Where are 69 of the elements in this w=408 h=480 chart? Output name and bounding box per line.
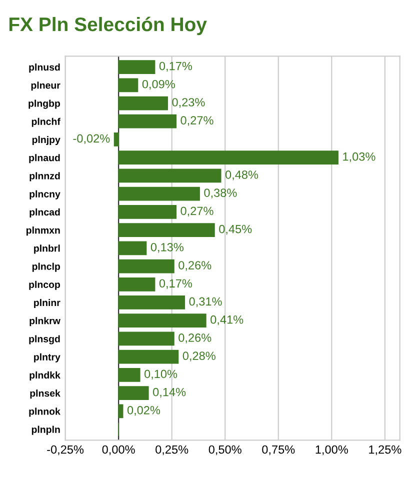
data-label: 0,31% xyxy=(189,297,222,308)
chart-title: FX Pln Selección Hoy xyxy=(9,16,207,36)
data-label: 0,28% xyxy=(182,352,216,362)
data-label: 0,14% xyxy=(153,388,186,398)
y-tick-label: plnusd xyxy=(29,64,60,73)
data-label: 0,45% xyxy=(219,224,252,235)
data-label: 0,17% xyxy=(159,279,192,289)
y-tick-label: plnkrw xyxy=(30,317,60,326)
bar xyxy=(118,386,149,400)
y-tick-label: plncny xyxy=(30,190,60,200)
bar xyxy=(118,204,177,219)
bar xyxy=(118,150,338,165)
x-tick-label: 1,25% xyxy=(369,445,402,456)
bar xyxy=(118,114,177,128)
y-tick-label: plnjpy xyxy=(32,136,60,146)
y-tick-label: plnbrl xyxy=(34,244,60,254)
y-tick-label: plnmxn xyxy=(26,226,60,236)
bar xyxy=(118,78,138,92)
bar xyxy=(118,60,156,74)
data-label: 0,26% xyxy=(178,261,212,271)
bar xyxy=(118,241,147,256)
data-label: 0,10% xyxy=(144,370,178,380)
y-tick-label: plngbp xyxy=(28,100,60,109)
bar xyxy=(118,223,215,237)
y-tick-label: plntry xyxy=(34,353,60,362)
y-tick-label: plnsgd xyxy=(29,335,60,344)
y-tick-label: plnnok xyxy=(29,408,60,417)
x-tick-label: 0,75% xyxy=(262,445,295,456)
bar xyxy=(118,296,186,310)
data-label: 0,09% xyxy=(142,80,175,90)
bar xyxy=(118,277,156,292)
data-label: 0,41% xyxy=(210,315,244,326)
y-tick-label: plneur xyxy=(31,82,60,91)
data-label: 0,02% xyxy=(127,406,160,416)
data-label: 0,26% xyxy=(178,334,212,344)
bar xyxy=(118,404,124,418)
data-label: 0,48% xyxy=(225,170,258,180)
data-label: -0,02% xyxy=(73,134,110,144)
bar xyxy=(118,314,206,328)
bar xyxy=(118,96,168,110)
y-tick-label: plnnzd xyxy=(30,172,60,182)
data-label: 1,03% xyxy=(343,152,376,162)
x-tick-label: 1,00% xyxy=(316,445,348,456)
bar xyxy=(118,259,174,274)
x-tick-label: 0,50% xyxy=(208,445,242,456)
y-tick-label: plninr xyxy=(34,298,60,308)
bar xyxy=(118,186,200,201)
bar xyxy=(118,350,179,364)
bar xyxy=(118,368,140,382)
bar xyxy=(118,168,222,183)
y-tick-label: plnpln xyxy=(32,426,60,435)
y-tick-label: plnchf xyxy=(32,118,60,127)
x-tick-label: -0,25% xyxy=(47,445,84,456)
y-tick-label: plnaud xyxy=(29,154,60,164)
x-tick-label: 0,00% xyxy=(102,445,135,456)
data-label: 0,13% xyxy=(150,242,184,253)
y-tick-label: plncop xyxy=(29,280,60,290)
data-label: 0,23% xyxy=(172,98,205,108)
y-tick-label: plnsek xyxy=(30,390,60,399)
data-label: 0,17% xyxy=(159,62,192,72)
bar xyxy=(118,332,174,346)
data-label: 0,27% xyxy=(180,206,214,216)
x-tick-label: 0,25% xyxy=(156,445,188,456)
data-label: 0,38% xyxy=(204,188,237,198)
y-tick-label: plndkk xyxy=(30,371,60,380)
bar xyxy=(114,132,119,146)
data-label: 0,27% xyxy=(180,116,214,126)
y-tick-label: plnclp xyxy=(32,262,60,272)
y-tick-label: plncad xyxy=(30,208,60,218)
